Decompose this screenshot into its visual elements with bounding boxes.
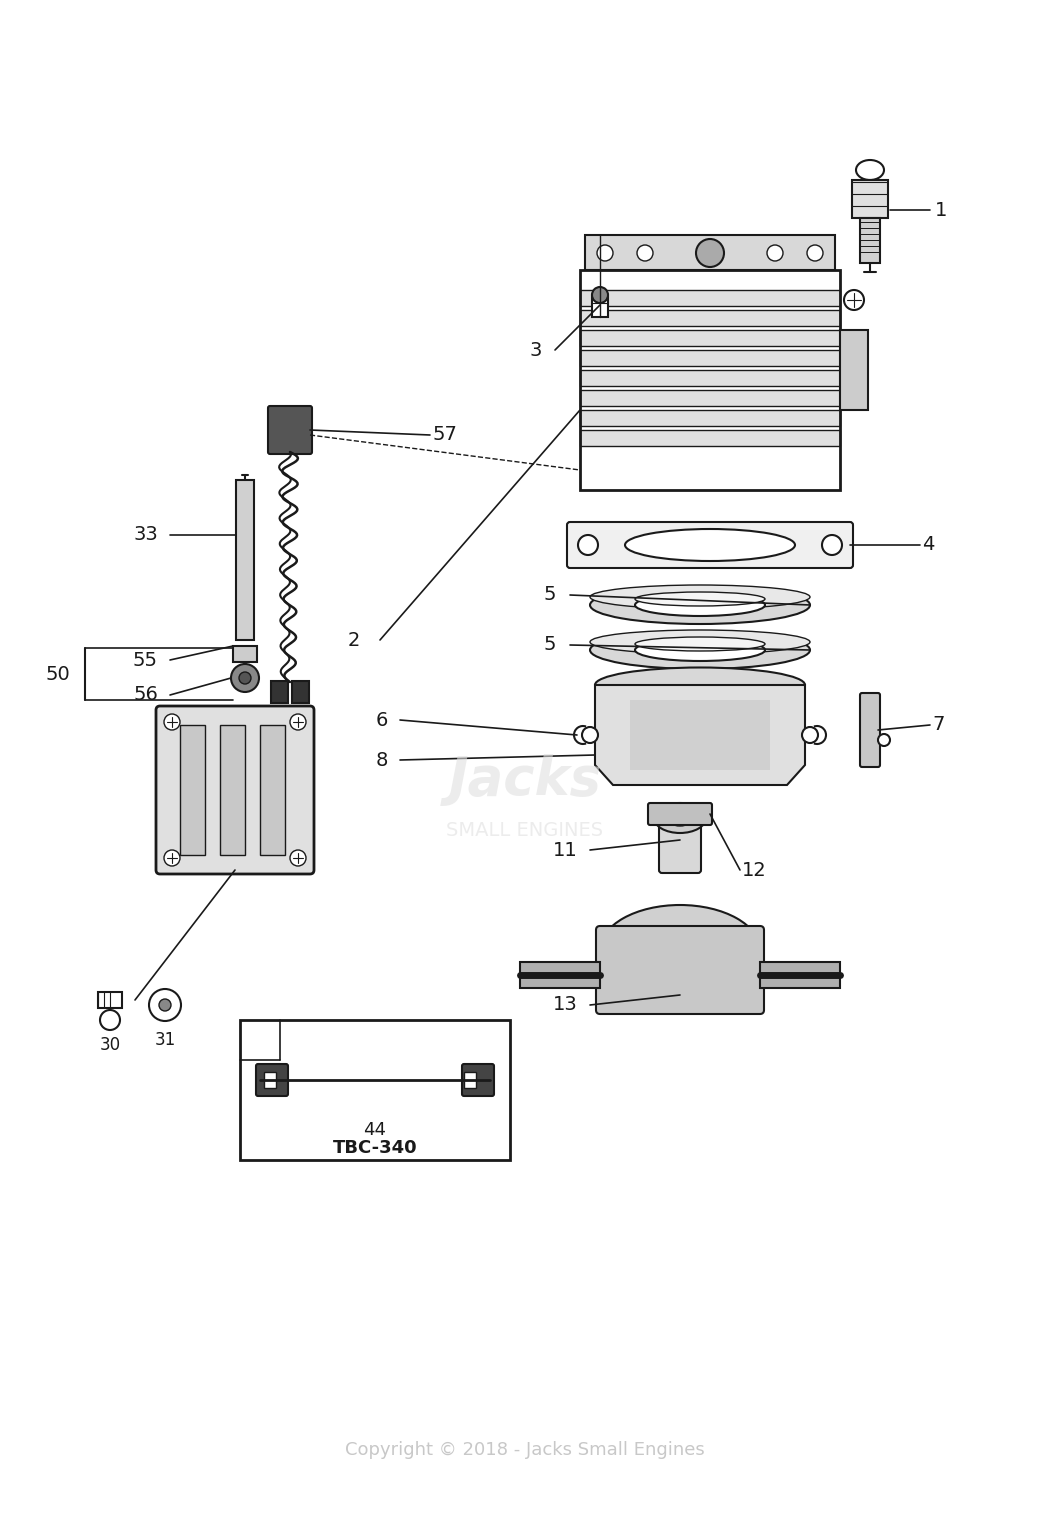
FancyBboxPatch shape: [648, 802, 712, 825]
Ellipse shape: [856, 161, 884, 181]
Circle shape: [802, 727, 818, 743]
Circle shape: [807, 245, 823, 260]
FancyBboxPatch shape: [596, 926, 764, 1014]
Bar: [240, 1020, 510, 1160]
Bar: [220, 726, 245, 854]
Text: 57: 57: [432, 426, 457, 444]
Text: 5: 5: [544, 635, 556, 654]
Bar: [580, 371, 840, 386]
FancyBboxPatch shape: [860, 694, 880, 767]
Circle shape: [637, 245, 653, 260]
Polygon shape: [595, 684, 805, 785]
Bar: [840, 331, 868, 410]
Ellipse shape: [600, 905, 760, 995]
FancyBboxPatch shape: [852, 181, 888, 217]
Circle shape: [592, 286, 608, 303]
Text: TBC-340: TBC-340: [333, 1139, 417, 1157]
Ellipse shape: [635, 637, 765, 651]
Text: Jacks: Jacks: [448, 753, 602, 805]
Bar: [580, 309, 840, 326]
Circle shape: [149, 989, 181, 1021]
Bar: [585, 234, 835, 269]
FancyBboxPatch shape: [236, 481, 254, 640]
Text: 44: 44: [363, 1121, 386, 1139]
FancyBboxPatch shape: [292, 681, 309, 703]
Text: 11: 11: [553, 841, 578, 859]
FancyBboxPatch shape: [156, 706, 314, 874]
Bar: [580, 331, 840, 346]
Bar: [580, 390, 840, 406]
Circle shape: [844, 289, 864, 309]
Ellipse shape: [625, 530, 795, 560]
Circle shape: [766, 245, 783, 260]
Text: 12: 12: [742, 860, 766, 879]
Bar: [180, 726, 205, 854]
FancyBboxPatch shape: [462, 1064, 493, 1096]
Ellipse shape: [595, 668, 805, 703]
Circle shape: [702, 245, 718, 260]
Ellipse shape: [635, 592, 765, 606]
Ellipse shape: [640, 928, 720, 972]
Text: 30: 30: [100, 1036, 121, 1053]
Bar: [580, 430, 840, 446]
Bar: [260, 726, 285, 854]
Text: 31: 31: [154, 1030, 175, 1049]
Text: 50: 50: [45, 664, 70, 683]
Bar: [592, 295, 608, 317]
Circle shape: [582, 727, 598, 743]
FancyBboxPatch shape: [464, 1072, 476, 1089]
Ellipse shape: [635, 638, 765, 661]
Circle shape: [290, 850, 306, 867]
Circle shape: [231, 664, 259, 692]
FancyBboxPatch shape: [271, 681, 288, 703]
Text: 55: 55: [133, 651, 158, 669]
Text: 2: 2: [348, 631, 360, 649]
Text: 8: 8: [376, 750, 388, 770]
Text: 3: 3: [529, 340, 542, 360]
Circle shape: [164, 713, 180, 730]
Text: 1: 1: [934, 201, 947, 219]
Bar: [520, 961, 600, 987]
Circle shape: [822, 534, 842, 556]
Ellipse shape: [590, 631, 810, 669]
Bar: [580, 351, 840, 366]
FancyBboxPatch shape: [567, 522, 853, 568]
Ellipse shape: [590, 586, 810, 625]
FancyBboxPatch shape: [860, 217, 880, 263]
Text: 5: 5: [544, 585, 556, 605]
FancyBboxPatch shape: [264, 1072, 276, 1089]
Text: 56: 56: [133, 686, 158, 704]
Text: Copyright © 2018 - Jacks Small Engines: Copyright © 2018 - Jacks Small Engines: [345, 1441, 705, 1459]
FancyBboxPatch shape: [659, 807, 701, 873]
Text: SMALL ENGINES: SMALL ENGINES: [446, 821, 604, 839]
Circle shape: [159, 1000, 171, 1010]
Bar: [580, 289, 840, 306]
Circle shape: [100, 1010, 120, 1030]
Circle shape: [290, 713, 306, 730]
Ellipse shape: [590, 585, 810, 609]
Bar: [580, 269, 840, 490]
Circle shape: [578, 534, 598, 556]
FancyBboxPatch shape: [256, 1064, 288, 1096]
Circle shape: [164, 850, 180, 867]
Ellipse shape: [654, 802, 706, 833]
Bar: [580, 410, 840, 426]
Circle shape: [597, 245, 613, 260]
Text: 6: 6: [376, 710, 388, 729]
Text: 13: 13: [553, 995, 578, 1015]
Ellipse shape: [667, 810, 693, 827]
Bar: [233, 646, 257, 661]
Text: 4: 4: [922, 536, 934, 554]
FancyBboxPatch shape: [630, 700, 770, 770]
Text: 33: 33: [133, 525, 158, 545]
FancyBboxPatch shape: [98, 992, 122, 1007]
Ellipse shape: [635, 594, 765, 615]
Text: 7: 7: [932, 715, 944, 735]
Circle shape: [878, 733, 890, 746]
Circle shape: [696, 239, 724, 266]
Circle shape: [239, 672, 251, 684]
FancyBboxPatch shape: [268, 406, 312, 455]
Bar: [760, 961, 840, 987]
Ellipse shape: [590, 629, 810, 654]
